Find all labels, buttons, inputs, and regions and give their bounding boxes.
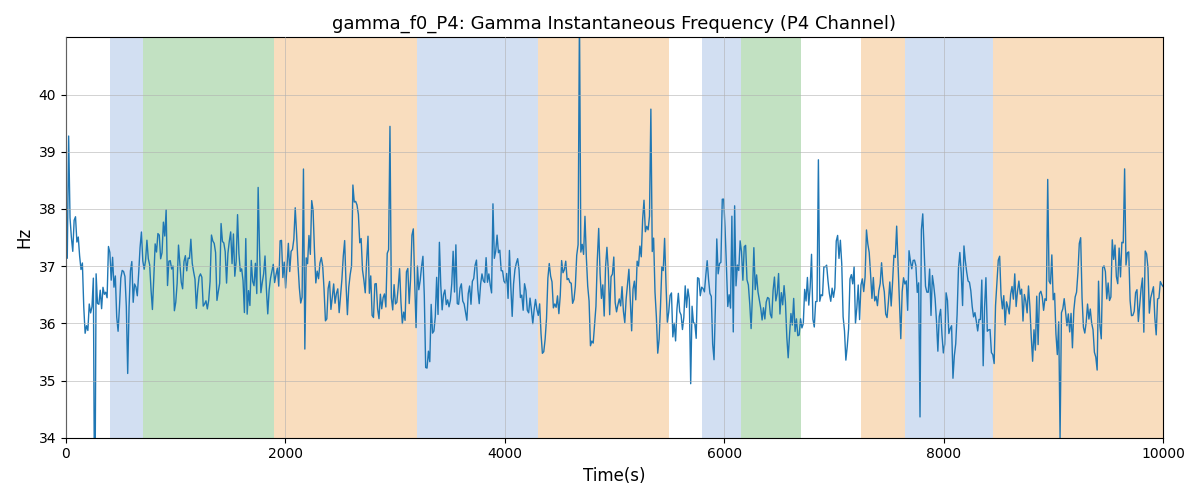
Bar bbox=[143, 38, 275, 438]
Title: gamma_f0_P4: Gamma Instantaneous Frequency (P4 Channel): gamma_f0_P4: Gamma Instantaneous Frequen… bbox=[332, 15, 896, 34]
Bar bbox=[416, 38, 455, 438]
Bar bbox=[455, 38, 538, 438]
Bar bbox=[538, 38, 670, 438]
Bar bbox=[994, 38, 1163, 438]
Y-axis label: Hz: Hz bbox=[16, 227, 34, 248]
Bar bbox=[275, 38, 416, 438]
Bar bbox=[702, 38, 740, 438]
Bar bbox=[109, 38, 143, 438]
Bar bbox=[905, 38, 994, 438]
X-axis label: Time(s): Time(s) bbox=[583, 467, 646, 485]
Bar bbox=[862, 38, 905, 438]
Bar bbox=[740, 38, 800, 438]
